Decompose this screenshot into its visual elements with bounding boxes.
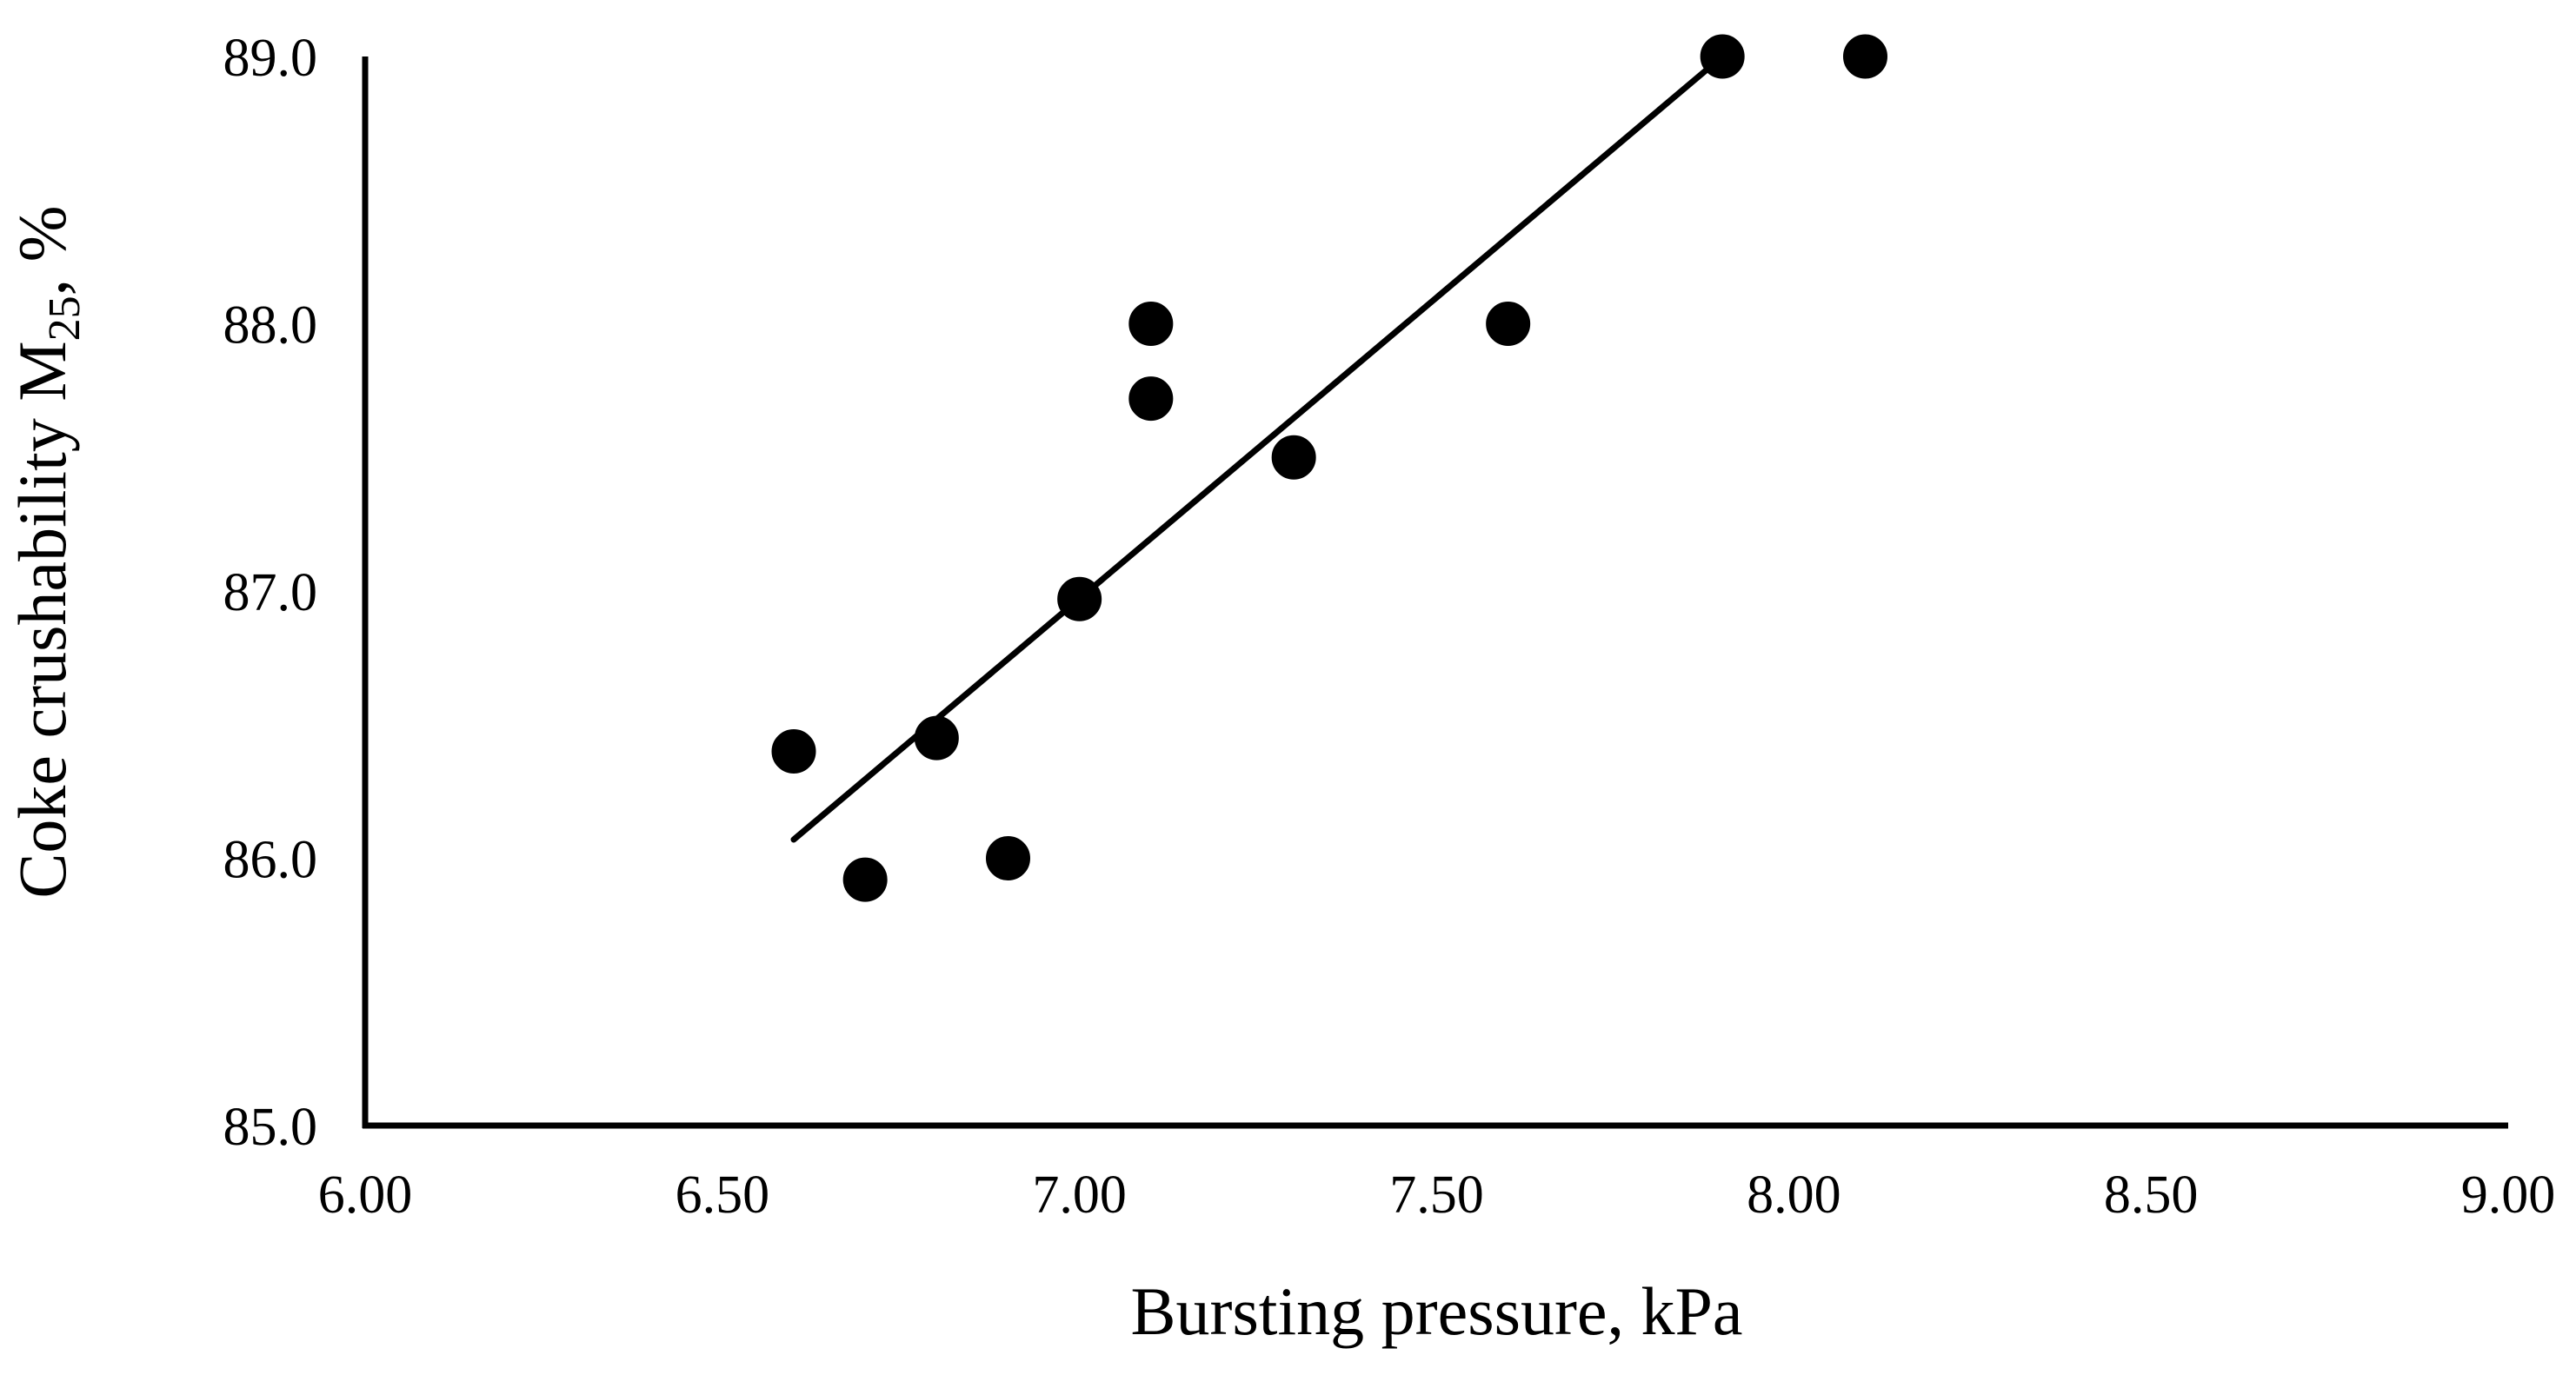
data-point (1843, 34, 1887, 79)
y-axis-title-subscript: 25 (40, 296, 90, 341)
y-axis-title-suffix: , % (4, 205, 80, 296)
plot-area (362, 34, 2508, 1129)
x-tick-label: 8.00 (1747, 1166, 1841, 1225)
y-tick-label: 87.0 (223, 563, 318, 622)
data-point (986, 836, 1030, 880)
x-axis-title: Bursting pressure, kPa (1130, 1273, 1742, 1349)
data-point (1057, 576, 1102, 621)
y-axis-title: Coke crushability M25, % (4, 205, 90, 898)
x-tick-label: 8.50 (2104, 1166, 2199, 1225)
data-point (1128, 376, 1174, 422)
y-tick-label: 86.0 (223, 831, 318, 890)
trendline (790, 53, 1726, 843)
x-tick-label: 6.00 (318, 1166, 413, 1225)
y-tick-label: 89.0 (223, 29, 318, 88)
x-tick-label: 7.00 (1032, 1166, 1127, 1225)
data-point (1486, 302, 1531, 346)
data-point (1271, 435, 1316, 480)
y-tick-label: 85.0 (223, 1098, 318, 1157)
x-axis-ticks: 6.00 6.50 7.00 7.50 8.00 8.50 9.00 (318, 1166, 2556, 1225)
x-tick-label: 6.50 (676, 1166, 770, 1225)
data-point (1700, 34, 1745, 79)
data-point (914, 715, 959, 761)
x-tick-label: 9.00 (2461, 1166, 2556, 1225)
data-point (771, 729, 816, 774)
y-tick-label: 88.0 (223, 296, 318, 355)
data-point (842, 857, 888, 902)
y-axis-ticks: 85.0 86.0 87.0 88.0 89.0 (223, 29, 318, 1157)
data-point (1128, 302, 1174, 346)
y-axis-title-main: Coke crushability M (4, 341, 80, 898)
x-tick-label: 7.50 (1389, 1166, 1484, 1225)
